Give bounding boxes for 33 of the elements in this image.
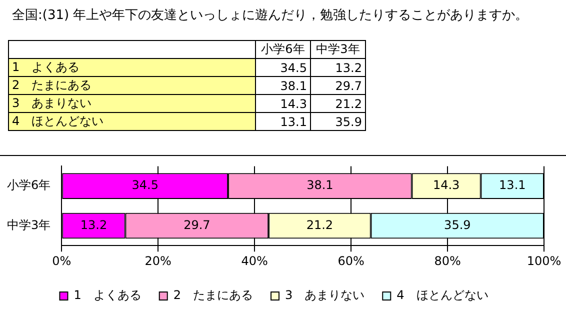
text: 14.3 bbox=[256, 94, 310, 112]
x-tick-label: 40% bbox=[241, 254, 268, 268]
legend-label: 1 よくある bbox=[74, 288, 142, 302]
text: 29.7 bbox=[310, 76, 366, 94]
text: 4 ほとんどない bbox=[8, 112, 256, 130]
text: 2 たまにある bbox=[8, 76, 256, 94]
data-label: 38.1 bbox=[306, 178, 334, 192]
x-tick-label: 0% bbox=[52, 254, 72, 268]
x-tick-label: 80% bbox=[434, 254, 461, 268]
data-label: 35.9 bbox=[444, 218, 471, 232]
data-label: 29.7 bbox=[184, 218, 210, 232]
chart-title: 全国:(31) 年上や年下の友達といっしょに遊んだり，勉強したりすることがありますか。 bbox=[12, 7, 528, 24]
text: 35.9 bbox=[310, 112, 366, 130]
text: 小学6年 bbox=[256, 40, 310, 58]
text: 3 あまりない bbox=[8, 94, 256, 112]
legend-label: 3 あまりない bbox=[285, 288, 365, 302]
text: 中学3年 bbox=[310, 40, 366, 58]
data-label: 21.2 bbox=[306, 218, 334, 232]
text: 38.1 bbox=[256, 76, 310, 94]
data-label: 34.5 bbox=[132, 178, 158, 192]
data-label: 13.1 bbox=[499, 178, 526, 192]
x-tick-label: 60% bbox=[338, 254, 364, 268]
data-label: 14.3 bbox=[432, 178, 460, 192]
x-tick-label: 100% bbox=[526, 254, 562, 268]
text: 13.1 bbox=[256, 112, 310, 130]
data-label: 13.2 bbox=[80, 218, 108, 232]
text: 34.5 bbox=[256, 58, 310, 76]
legend-label: 4 ほとんどない bbox=[396, 288, 488, 302]
legend-label: 2 たまにある bbox=[173, 288, 254, 302]
text: 13.2 bbox=[310, 58, 366, 76]
text: 1 よくある bbox=[8, 58, 256, 76]
x-tick-label: 20% bbox=[144, 254, 172, 268]
text: 21.2 bbox=[310, 94, 366, 112]
